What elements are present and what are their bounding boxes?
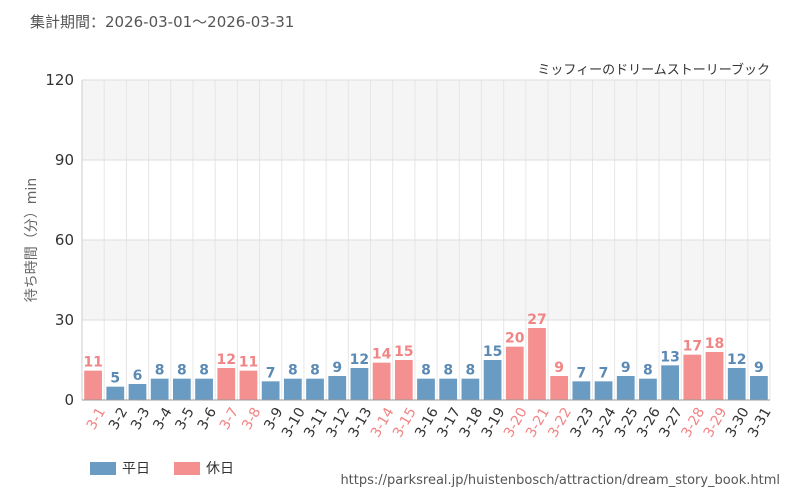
bar <box>372 362 391 400</box>
data-label: 12 <box>217 352 236 368</box>
bar <box>128 384 147 400</box>
bar <box>106 386 125 400</box>
data-label: 11 <box>83 355 102 371</box>
data-label: 8 <box>466 363 476 379</box>
data-label: 18 <box>705 336 724 352</box>
data-label: 8 <box>443 363 453 379</box>
x-axis-ticks: 3-13-23-33-43-53-63-73-83-93-103-113-123… <box>84 405 775 441</box>
y-tick-label: 0 <box>64 391 74 409</box>
data-label: 12 <box>350 352 369 368</box>
x-tick-label: 3-31 <box>745 405 775 441</box>
data-label: 13 <box>660 349 679 365</box>
data-label: 9 <box>754 360 764 376</box>
plot-band <box>82 160 770 240</box>
bar <box>394 360 413 400</box>
bar <box>350 368 369 400</box>
data-label: 8 <box>310 363 320 379</box>
x-tick-label: 3-3 <box>128 405 153 433</box>
horizontal-gridlines <box>82 79 770 321</box>
bar <box>750 376 768 400</box>
bar <box>150 378 169 400</box>
bar <box>417 378 435 400</box>
data-label: 7 <box>599 365 609 381</box>
bar <box>727 368 746 400</box>
x-tick-label: 3-4 <box>150 405 175 433</box>
plot-band <box>82 80 770 160</box>
bar <box>328 376 347 400</box>
data-label: 20 <box>505 331 525 347</box>
bar <box>195 378 213 400</box>
bar <box>639 378 657 400</box>
data-label: 9 <box>621 360 631 376</box>
data-label: 7 <box>266 365 276 381</box>
x-tick-label: 3-2 <box>106 405 131 433</box>
data-label: 14 <box>372 347 392 363</box>
data-label: 9 <box>332 360 342 376</box>
bar <box>172 378 191 400</box>
legend-weekday-swatch <box>90 461 116 475</box>
source-url: https://parksreal.jp/huistenbosch/attrac… <box>340 473 780 488</box>
plot-band <box>82 240 770 320</box>
x-tick-label: 3-5 <box>173 405 198 433</box>
x-tick-label: 3-6 <box>195 405 220 433</box>
legend-holiday-label: 休日 <box>206 461 234 477</box>
legend-holiday-swatch <box>174 461 200 475</box>
bar <box>84 370 102 400</box>
y-tick-label: 30 <box>55 311 74 329</box>
bar <box>283 378 302 400</box>
x-tick-label: 3-8 <box>239 405 264 433</box>
bar <box>483 360 502 400</box>
data-label: 11 <box>239 355 258 371</box>
bar <box>572 381 591 400</box>
bar <box>594 381 613 400</box>
data-label: 9 <box>554 360 564 376</box>
data-label: 12 <box>727 352 746 368</box>
data-label: 8 <box>199 363 209 379</box>
y-axis-label: 待ち時間（分）min <box>24 178 40 302</box>
data-label: 15 <box>483 344 502 360</box>
x-tick-label: 3-1 <box>84 405 109 433</box>
bar <box>439 378 458 400</box>
bar <box>217 368 236 400</box>
data-label: 15 <box>394 344 413 360</box>
legend-weekday: 平日 <box>90 458 150 478</box>
data-label: 17 <box>683 339 702 355</box>
y-tick-label: 60 <box>55 231 74 249</box>
data-label: 27 <box>527 312 546 328</box>
chart-title: ミッフィーのドリームストーリーブック <box>537 62 770 78</box>
y-tick-label: 120 <box>45 71 74 89</box>
bar <box>306 378 324 400</box>
bar <box>616 376 635 400</box>
bar <box>239 370 258 400</box>
bar <box>461 378 480 400</box>
bar <box>550 376 569 400</box>
bar <box>705 352 724 400</box>
bars <box>84 328 768 400</box>
bar <box>261 381 280 400</box>
data-label: 7 <box>576 365 586 381</box>
bar <box>683 354 702 400</box>
y-tick-label: 90 <box>55 151 74 169</box>
data-label: 5 <box>110 371 120 387</box>
data-label: 6 <box>133 368 143 384</box>
legend-weekday-label: 平日 <box>122 461 150 477</box>
bar <box>505 346 524 400</box>
vertical-gridlines <box>103 80 771 400</box>
y-axis-ticks: 0 30 60 90 120 <box>45 71 74 409</box>
bar <box>661 365 680 400</box>
x-tick-label: 3-7 <box>217 405 242 433</box>
data-label: 8 <box>643 363 653 379</box>
data-label: 8 <box>421 363 431 379</box>
data-label: 8 <box>177 363 187 379</box>
data-label: 8 <box>288 363 298 379</box>
period-label: 集計期間：2026-03-01～2026-03-31 <box>30 13 295 31</box>
bar <box>528 328 546 400</box>
legend-holiday: 休日 <box>174 458 234 478</box>
data-label: 8 <box>155 363 165 379</box>
